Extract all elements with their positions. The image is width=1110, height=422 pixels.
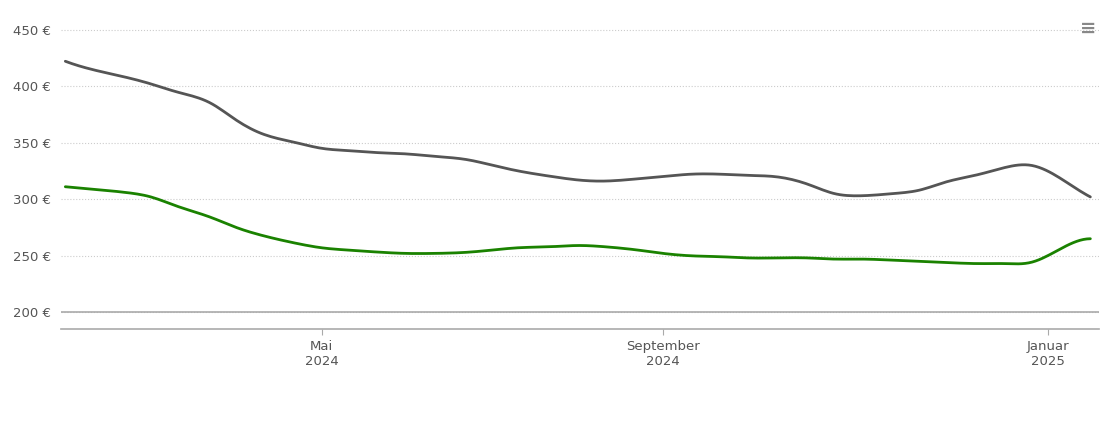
Text: ≡: ≡ xyxy=(1080,19,1097,38)
Legend: lose Ware, Sackware: lose Ware, Sackware xyxy=(472,419,688,422)
